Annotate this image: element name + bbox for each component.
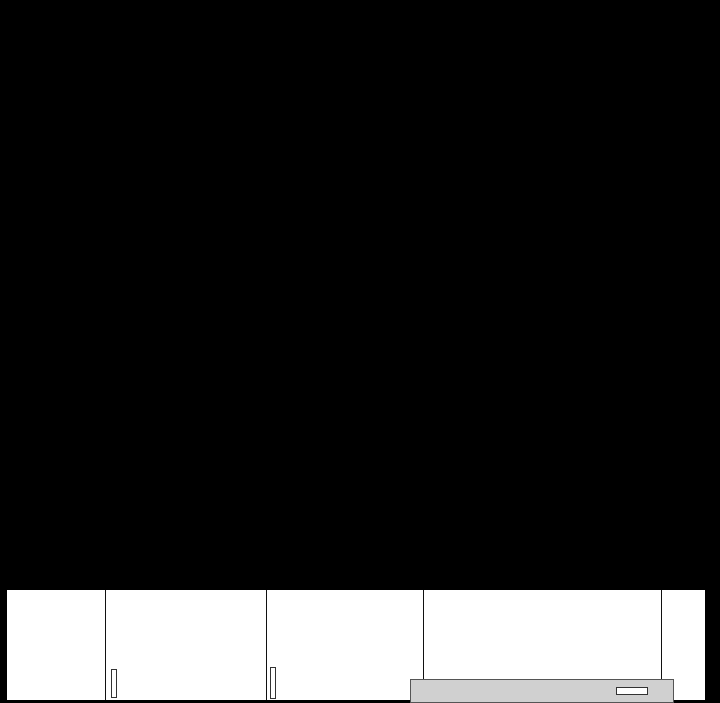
cabinet-handle [270,667,276,699]
cabinet-handle [111,669,117,698]
hood-support-line [423,590,424,679]
hood-support-line [661,590,662,679]
dark-background [0,0,720,590]
cabinet-divider [105,590,106,700]
cabinet-divider [266,590,267,700]
range-hood-light-panel [616,687,648,695]
